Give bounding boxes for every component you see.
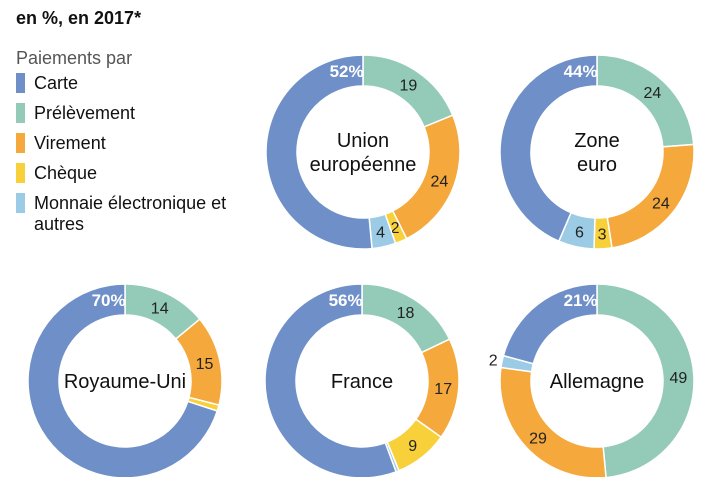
legend-item: Monnaie électronique et autres (16, 193, 249, 235)
data-label: 15 (196, 356, 214, 373)
data-label: 3 (598, 226, 607, 243)
chart-label: Royaume-Uni (64, 371, 186, 393)
legend-item: Virement (16, 133, 249, 154)
donut-slice (502, 283, 598, 365)
donut-slice (391, 114, 461, 240)
legend-swatch (16, 193, 25, 213)
chart-label: Allemagne (550, 371, 645, 393)
data-label: 17 (434, 381, 452, 398)
legend-swatch (16, 133, 25, 153)
legend-label: Carte (34, 73, 79, 93)
donut-slice (596, 283, 695, 477)
donut-slice (499, 54, 598, 243)
data-label: 52% (330, 62, 364, 81)
chart-subtitle: en %, en 2017* (16, 8, 142, 28)
legend-swatch (16, 73, 25, 93)
data-label: 2 (489, 353, 498, 370)
chart-label: France (331, 371, 393, 393)
legend-label: Chèque (34, 163, 98, 183)
data-label: 6 (575, 225, 584, 242)
legend-label: Virement (34, 133, 106, 153)
data-label: 44% (564, 62, 598, 81)
legend: Paiements par Carte Prélèvement Virement Ch… (16, 48, 249, 244)
data-label: 4 (376, 225, 385, 242)
data-label: 29 (529, 430, 547, 447)
legend-swatch (16, 163, 25, 183)
legend-heading: Paiements par (16, 48, 133, 68)
chart-label: Union (337, 130, 389, 152)
data-label: 56% (329, 291, 363, 310)
legend-item: Prélèvement (16, 103, 249, 124)
legend-label: Prélèvement (34, 103, 136, 123)
donut-slice (265, 54, 373, 250)
data-label: 18 (397, 305, 415, 322)
data-label: 24 (643, 85, 661, 102)
chart-label: euro (577, 154, 617, 176)
data-label: 70% (92, 291, 126, 310)
donut-slice (27, 283, 219, 477)
chart-label: européenne (310, 154, 417, 176)
donut-slice (264, 283, 398, 477)
legend-item: Carte (16, 73, 249, 94)
data-label: 2 (391, 220, 400, 237)
data-label: 21% (564, 291, 598, 310)
data-label: 24 (430, 174, 448, 191)
data-label: 9 (408, 438, 417, 455)
legend-swatch (16, 103, 25, 123)
legend-item: Chèque (16, 163, 249, 184)
chart-label: Zone (574, 130, 620, 152)
data-label: 49 (670, 370, 688, 387)
data-label: 24 (652, 196, 670, 213)
data-label: 14 (151, 300, 169, 317)
legend-label: Monnaie électronique et autres (34, 193, 227, 234)
donut-slice (606, 143, 695, 249)
data-label: 19 (400, 77, 418, 94)
